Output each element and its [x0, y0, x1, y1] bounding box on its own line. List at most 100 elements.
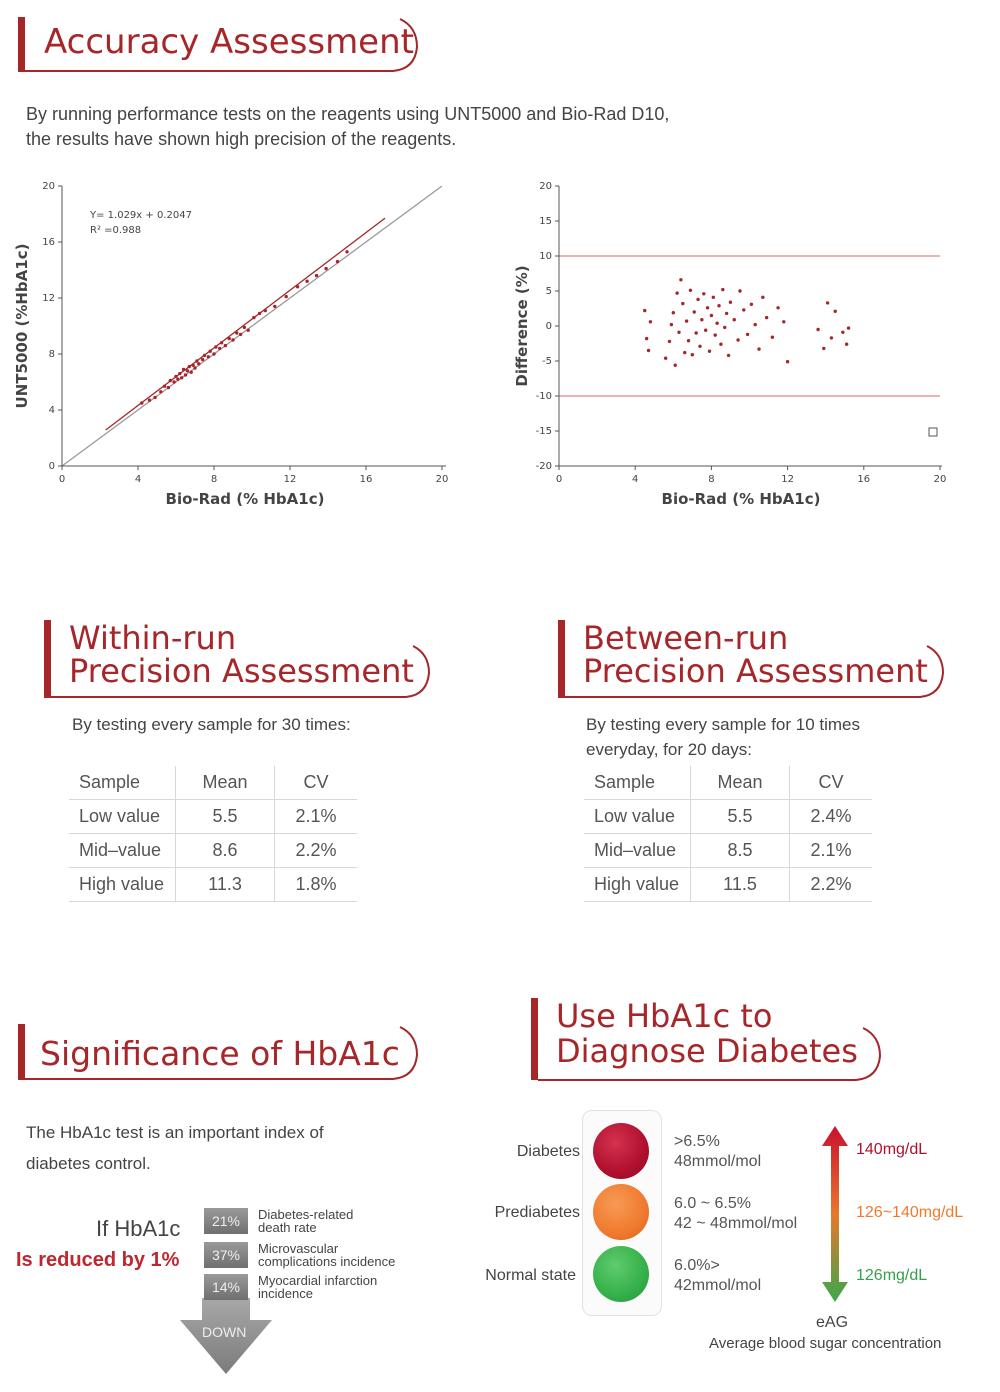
y-tick-label: 10 — [539, 251, 552, 262]
data-point — [761, 295, 765, 299]
data-point — [202, 353, 207, 358]
data-point — [669, 322, 674, 327]
data-point — [305, 279, 309, 283]
regression-line — [105, 217, 386, 431]
chart2-y-axis-label: Difference (%) — [513, 265, 531, 386]
normal-threshold: 6.0%> 42mmol/mol — [674, 1257, 762, 1294]
within-run-title-frame — [51, 645, 431, 698]
accuracy-description: By running performance tests on the reag… — [26, 102, 669, 152]
cell-sample: High value — [584, 867, 691, 902]
data-point — [218, 346, 222, 351]
cell-mean: 5.5 — [175, 799, 275, 834]
data-point — [667, 339, 672, 344]
effect-label-microvascular: Microvascular complications incidence — [258, 1241, 396, 1269]
chart2-plot-frame — [558, 186, 942, 467]
within-run-title-line2: Precision Assessment — [69, 652, 414, 690]
reduced-label: Is reduced by 1% — [16, 1249, 180, 1271]
data-point — [644, 336, 649, 341]
data-point — [675, 291, 679, 295]
data-point — [189, 370, 193, 374]
if-hba1c-label: If HbA1c — [96, 1216, 181, 1241]
data-point — [726, 353, 731, 358]
data-point — [833, 309, 837, 313]
accuracy-title: Accuracy Assessment — [44, 22, 414, 62]
header-cv: CV — [789, 766, 872, 800]
data-point — [713, 333, 717, 337]
effect-percent-badge: 21% — [204, 1208, 248, 1234]
data-point — [263, 308, 267, 313]
cell-sample: High value — [69, 867, 176, 902]
data-point — [153, 395, 157, 400]
data-point — [183, 373, 188, 377]
chart2-marks: 0 4 8 12 16 20 20 15 10 5 0 -5 -10 -15 -20 — [536, 181, 947, 485]
table-row: Mid–value 8.5 2.1% — [584, 833, 872, 868]
table-row: Low value 5.5 2.1% — [69, 799, 357, 834]
y-tick-label: 4 — [49, 405, 55, 416]
y-tick-label: 16 — [42, 237, 55, 248]
data-point — [694, 331, 698, 335]
data-point — [688, 288, 693, 292]
chart1-equation: Y= 1.029x + 0.2047 — [89, 210, 192, 221]
chart1-x-axis-label: Bio-Rad (% HbA1c) — [166, 490, 325, 508]
header-mean: Mean — [175, 766, 275, 800]
data-point — [692, 310, 696, 314]
table-row: High value 11.3 1.8% — [69, 867, 357, 902]
data-point — [219, 341, 224, 345]
data-point — [206, 355, 210, 359]
data-point — [683, 350, 687, 355]
cell-mean: 11.5 — [690, 867, 790, 902]
table-header-row: Sample Mean CV — [69, 766, 357, 800]
data-point — [166, 385, 171, 390]
cell-sample: Low value — [584, 799, 691, 834]
x-tick-label: 8 — [708, 474, 714, 485]
data-point — [273, 304, 277, 309]
effect-percent-badge: 14% — [204, 1274, 248, 1300]
data-point — [324, 266, 328, 271]
prediabetes-light — [593, 1184, 649, 1240]
data-point — [242, 325, 247, 330]
table-row: Low value 5.5 2.4% — [584, 799, 872, 834]
table-row: High value 11.5 2.2% — [584, 867, 872, 902]
cell-sample: Mid–value — [69, 833, 176, 868]
data-point — [238, 332, 243, 337]
x-tick-label: 4 — [632, 474, 638, 485]
header-sample: Sample — [584, 766, 691, 800]
data-point — [648, 320, 653, 324]
diagnose-title-line2: Diagnose Diabetes — [556, 1032, 858, 1070]
cell-mean: 8.5 — [690, 833, 790, 868]
table-header-row: Sample Mean CV — [584, 766, 872, 800]
data-point — [176, 377, 180, 381]
data-point — [721, 287, 725, 292]
data-point — [208, 349, 212, 353]
data-point — [187, 364, 191, 369]
cell-cv: 2.1% — [789, 833, 872, 868]
data-point — [728, 300, 733, 304]
data-point — [753, 322, 757, 327]
data-point — [700, 318, 704, 322]
data-point — [707, 349, 712, 353]
data-point — [749, 302, 754, 306]
significance-title: Significance of HbA1c — [40, 1034, 400, 1073]
accuracy-title-frame — [25, 18, 419, 72]
eag-prediabetes-value: 126~140mg/dL — [856, 1204, 964, 1221]
x-tick-label: 0 — [59, 474, 65, 485]
data-point — [223, 343, 228, 348]
data-point — [736, 338, 740, 342]
data-point — [829, 336, 834, 340]
x-tick-label: 0 — [556, 474, 562, 485]
within-run-description: By testing every sample for 30 times: — [72, 715, 351, 734]
data-point — [717, 304, 721, 308]
data-point — [663, 356, 668, 360]
cell-mean: 11.3 — [175, 867, 275, 902]
y-tick-label: -15 — [536, 426, 552, 437]
data-point — [185, 369, 190, 373]
data-point — [214, 345, 218, 349]
within-run-title-line1: Within-run — [69, 619, 237, 657]
x-tick-label: 4 — [135, 474, 141, 485]
data-point — [745, 332, 750, 337]
y-tick-label: -20 — [536, 461, 552, 472]
normal-state-label: Normal state — [485, 1267, 576, 1284]
data-point — [172, 380, 176, 384]
data-point — [698, 344, 702, 348]
x-tick-label: 20 — [436, 474, 449, 485]
